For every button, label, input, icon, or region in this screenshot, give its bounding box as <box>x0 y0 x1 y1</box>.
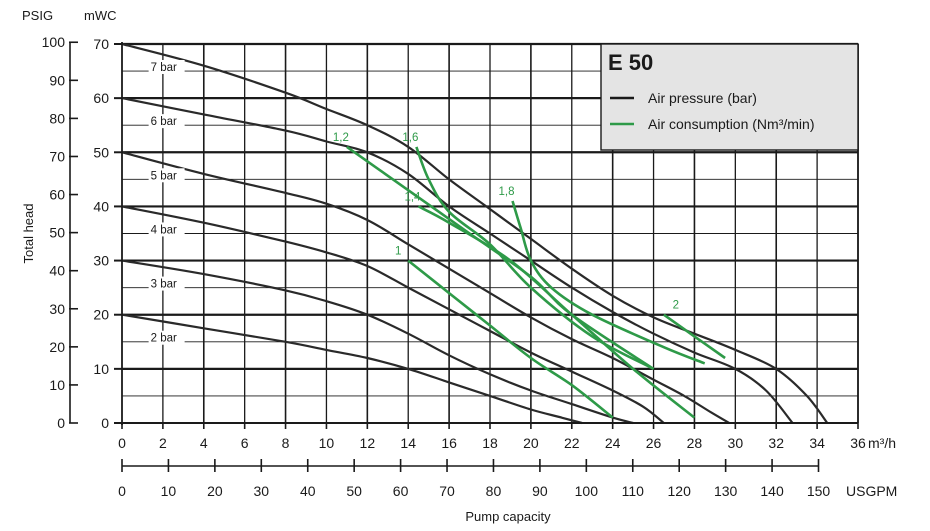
y-tick-label: 30 <box>93 253 109 269</box>
y-tick-label: 50 <box>93 144 109 160</box>
x-tick-label: 2 <box>159 435 167 451</box>
y-tick-label: 60 <box>93 90 109 106</box>
x2-tick-label: 80 <box>486 483 502 499</box>
pressure-curve-label: 3 bar <box>151 279 177 291</box>
x-tick-label: 26 <box>646 435 662 451</box>
x2-tick-label: 50 <box>346 483 362 499</box>
x-tick-label: 28 <box>687 435 703 451</box>
x-tick-label: 36 <box>850 435 866 451</box>
x2-tick-label: 30 <box>254 483 270 499</box>
pressure-curve-3-bar <box>121 259 634 425</box>
legend: E 50 Air pressure (bar) Air consumption (N… <box>600 43 859 151</box>
y2-tick-label: 50 <box>49 225 65 241</box>
labels: 7 bar 6 bar 5 bar 4 bar 3 bar 2 bar 1 1,2 1,4 1,6… <box>148 60 679 345</box>
pressure-curve-2-bar <box>121 313 583 425</box>
x2-tick-label: 120 <box>668 483 692 499</box>
y-tick-label: 10 <box>93 361 109 377</box>
curve-label-bg <box>148 330 185 345</box>
x2-tick-label: 110 <box>622 483 645 499</box>
x-tick-label: 32 <box>768 435 784 451</box>
y2-tick-label: 30 <box>49 301 65 317</box>
y-tick-label: 70 <box>93 36 109 52</box>
y-tick-label: 40 <box>93 198 109 214</box>
x-tick-label: 8 <box>282 435 290 451</box>
air-consumption-curves <box>346 145 726 419</box>
x2-tick-label: 10 <box>161 483 177 499</box>
x-tick-label: 12 <box>360 435 376 451</box>
pressure-curve-label: 2 bar <box>151 333 177 345</box>
y-tick-label: 0 <box>101 415 109 431</box>
y2-tick-label: 0 <box>57 415 65 431</box>
x2-unit-label: USGPM <box>846 483 897 499</box>
air-consumption-curve-2 <box>663 313 726 360</box>
x-tick-label: 34 <box>809 435 825 451</box>
x-tick-label: 4 <box>200 435 208 451</box>
y2-tick-label: 90 <box>49 72 65 88</box>
y2-unit-label: PSIG <box>22 8 53 23</box>
legend-entry: Air pressure (bar) <box>648 90 757 106</box>
pressure-curve-label: 5 bar <box>151 170 177 182</box>
x-tick-label: 16 <box>441 435 457 451</box>
y2-tick-label: 100 <box>42 34 66 50</box>
x-tick-label: 14 <box>400 435 416 451</box>
x-tick-label: 30 <box>728 435 744 451</box>
y2-tick-label: 10 <box>49 377 65 393</box>
x-tick-label: 18 <box>482 435 498 451</box>
curve-label-bg <box>148 60 185 74</box>
curve-label-bg <box>148 114 185 129</box>
air-consumption-label: 1,6 <box>402 132 418 144</box>
x2-tick-label: 20 <box>207 483 223 499</box>
y-tick-label: 20 <box>93 307 109 323</box>
x-tick-label: 24 <box>605 435 621 451</box>
air-consumption-label: 1,4 <box>404 191 421 203</box>
y2-tick-label: 20 <box>49 339 65 355</box>
air-consumption-curve-1-8 <box>511 200 706 365</box>
y-unit-label: mWC <box>84 8 117 23</box>
y2-tick-label: 70 <box>49 148 65 164</box>
y2-tick-label: 80 <box>49 110 65 126</box>
y2-tick-label: 40 <box>49 263 65 279</box>
x-unit-label: m³/h <box>868 435 896 451</box>
x2-tick-label: 100 <box>575 483 599 499</box>
x-axis-title: Pump capacity <box>465 509 551 524</box>
x2-tick-label: 90 <box>532 483 548 499</box>
x2-tick-label: 70 <box>439 483 455 499</box>
x2-tick-label: 150 <box>807 483 831 499</box>
x2-tick-label: 0 <box>118 483 126 499</box>
air-consumption-label: 2 <box>673 300 679 312</box>
curve-label-bg <box>148 168 185 183</box>
x-tick-label: 10 <box>319 435 335 451</box>
pressure-curve-5-bar <box>121 151 730 424</box>
air-consumption-curve-1-6 <box>415 146 655 371</box>
x-tick-label: 0 <box>118 435 126 451</box>
pressure-curve-label: 6 bar <box>151 116 177 128</box>
legend-entry: Air consumption (Nm³/min) <box>648 116 814 132</box>
legend-box <box>600 43 859 151</box>
x-tick-label: 20 <box>523 435 539 451</box>
air-consumption-label: 1,8 <box>498 186 514 198</box>
pressure-curve-6-bar <box>121 97 794 424</box>
y-axis-title: Total head <box>21 204 36 264</box>
curve-label-bg <box>148 276 185 291</box>
curve-label-bg <box>148 222 185 237</box>
x-tick-label: 22 <box>564 435 580 451</box>
air-consumption-curve-1 <box>407 259 614 419</box>
x2-tick-label: 60 <box>393 483 409 499</box>
x-tick-label: 6 <box>241 435 249 451</box>
x2-tick-label: 40 <box>300 483 316 499</box>
y2-tick-label: 60 <box>49 187 65 203</box>
air-consumption-label: 1 <box>395 246 401 258</box>
pressure-curve-7-bar <box>121 42 829 424</box>
chart-title: E 50 <box>608 50 653 75</box>
x2-tick-label: 140 <box>760 483 784 499</box>
pressure-curve-4-bar <box>121 205 665 424</box>
pressure-curve-label: 4 bar <box>151 224 177 236</box>
air-consumption-curve-1-4 <box>417 205 696 419</box>
air-pressure-curves <box>121 42 829 425</box>
pressure-curve-label: 7 bar <box>151 62 177 74</box>
air-consumption-label: 1,2 <box>333 132 349 144</box>
axes: 0102030405060700102030405060708090100PSI… <box>21 8 897 524</box>
x2-tick-label: 130 <box>714 483 738 499</box>
